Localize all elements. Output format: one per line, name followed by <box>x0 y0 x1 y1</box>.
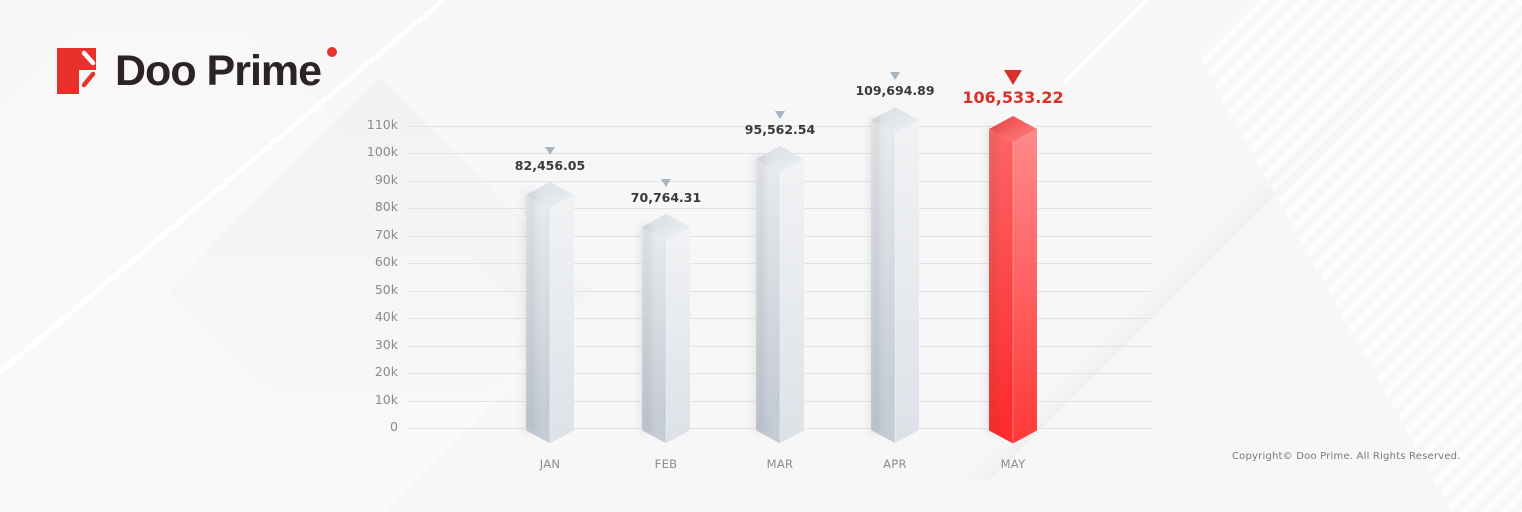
value-label-feb: 70,764.31 <box>630 189 702 205</box>
y-axis-tick-label: 50k <box>374 282 398 297</box>
bar-shadow <box>520 191 534 433</box>
bar-mar <box>750 145 804 443</box>
bar-shadow <box>983 125 997 433</box>
x-axis-label-may: MAY <box>1000 457 1026 471</box>
bar-shadow <box>750 155 764 433</box>
y-axis-tick-label: 0 <box>390 419 398 434</box>
y-axis-tick-label: 20k <box>374 364 398 379</box>
brand-dot <box>327 47 337 57</box>
x-axis-label-apr: APR <box>883 457 907 471</box>
brand-logo: Doo Prime <box>57 47 337 95</box>
bar-apr <box>865 106 919 443</box>
y-axis-tick-label: 60k <box>374 254 398 269</box>
y-axis-tick-label: 100k <box>366 144 398 159</box>
y-axis-tick-label: 30k <box>374 337 398 352</box>
doo-prime-logo-icon <box>57 48 103 94</box>
bar-shadow <box>636 223 650 433</box>
down-triangle-icon <box>1004 69 1022 85</box>
bar-may <box>983 115 1037 443</box>
value-label-jan: 82,456.05 <box>514 157 586 173</box>
down-triangle-icon <box>661 178 671 187</box>
y-axis-tick-label: 40k <box>374 309 398 324</box>
bar-jan <box>520 181 574 443</box>
down-triangle-icon <box>890 71 900 80</box>
down-triangle-icon <box>775 110 785 119</box>
y-axis-tick-label: 70k <box>374 227 398 242</box>
x-axis-label-mar: MAR <box>766 457 794 471</box>
bar-feb <box>636 213 690 443</box>
y-axis-tick-label: 10k <box>374 392 398 407</box>
value-label-apr: 109,694.89 <box>855 82 935 98</box>
value-label-may: 106,533.22 <box>962 87 1064 107</box>
gridline <box>408 126 1153 127</box>
y-axis-tick-label: 90k <box>374 172 398 187</box>
y-axis-tick-label: 110k <box>366 117 398 132</box>
y-axis-tick-label: 80k <box>374 199 398 214</box>
bar-shadow <box>865 116 879 433</box>
x-axis-label-jan: JAN <box>539 457 561 471</box>
value-label-mar: 95,562.54 <box>744 121 816 137</box>
down-triangle-icon <box>545 146 555 155</box>
copyright-text: Copyright© Doo Prime. All Rights Reserve… <box>1232 451 1461 462</box>
brand-name: Doo Prime <box>115 47 337 95</box>
brand-name-text: Doo Prime <box>115 47 322 95</box>
x-axis-label-feb: FEB <box>654 457 678 471</box>
